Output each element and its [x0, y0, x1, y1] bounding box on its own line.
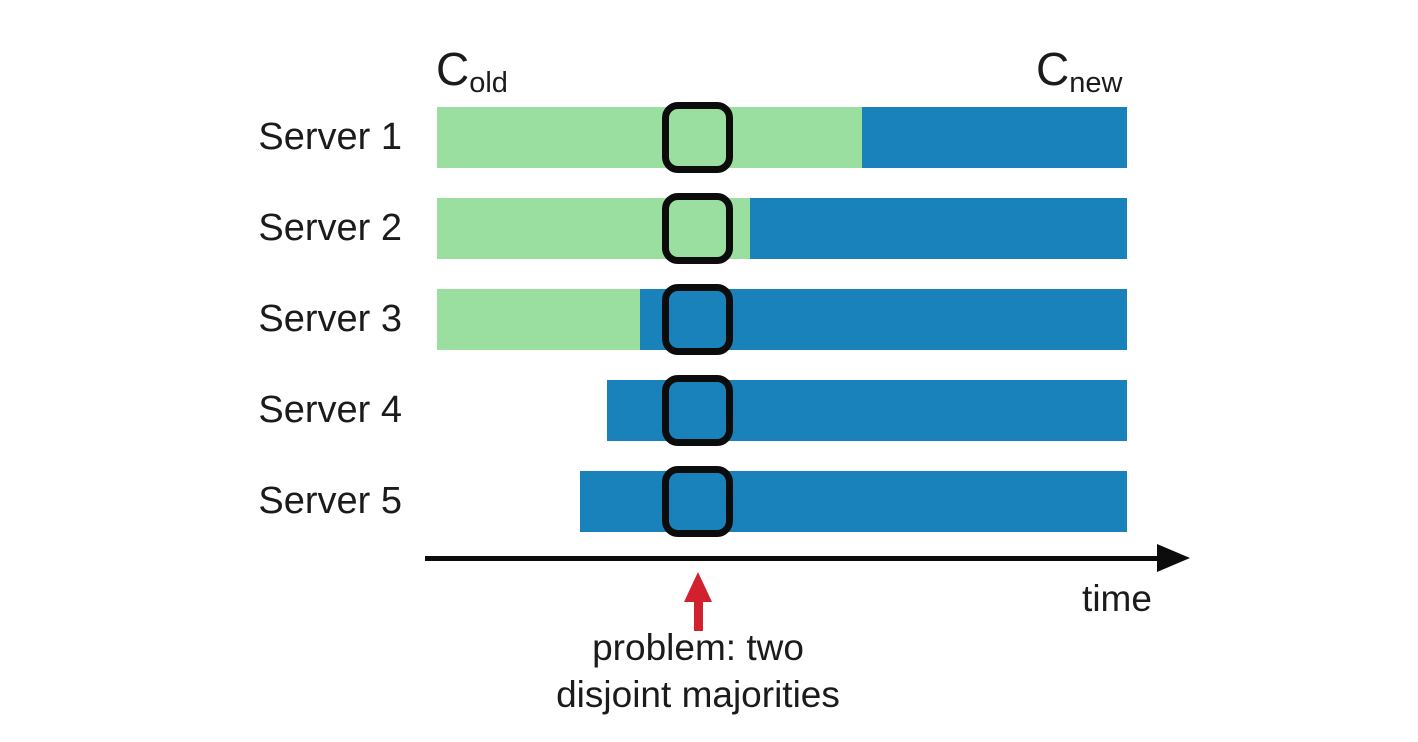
disruption-window-box: [662, 284, 733, 355]
config-old-segment: [437, 289, 640, 350]
disruption-window-box: [662, 102, 733, 173]
server-label: Server 5: [258, 480, 402, 522]
disruption-window-box: [662, 466, 733, 537]
annotation-arrow-icon: [684, 572, 712, 602]
c-old-base: C: [436, 43, 470, 95]
config-new-segment: [607, 380, 1127, 441]
config-old-segment: [437, 198, 750, 259]
annotation-text: problem: two disjoint majorities: [448, 624, 948, 718]
config-new-segment: [862, 107, 1127, 168]
server-label: Server 4: [258, 389, 402, 431]
disruption-window-box: [662, 375, 733, 446]
time-axis-arrowhead-icon: [1157, 544, 1190, 572]
disruption-window-box: [662, 193, 733, 264]
c-old-label: Cold: [436, 43, 508, 98]
server-label: Server 3: [258, 298, 402, 340]
c-new-subscript: new: [1069, 67, 1123, 99]
config-new-segment: [750, 198, 1127, 259]
server-label: Server 1: [258, 116, 402, 158]
annotation-arrow-shaft: [694, 600, 703, 631]
c-new-base: C: [1036, 43, 1070, 95]
c-new-label: Cnew: [1036, 43, 1122, 98]
time-axis-label: time: [1082, 578, 1152, 619]
c-old-subscript: old: [469, 67, 508, 99]
time-axis-line: [425, 556, 1162, 561]
annotation-line-2: disjoint majorities: [556, 674, 840, 715]
config-old-segment: [437, 107, 862, 168]
server-label: Server 2: [258, 207, 402, 249]
annotation-line-1: problem: two: [592, 627, 804, 668]
